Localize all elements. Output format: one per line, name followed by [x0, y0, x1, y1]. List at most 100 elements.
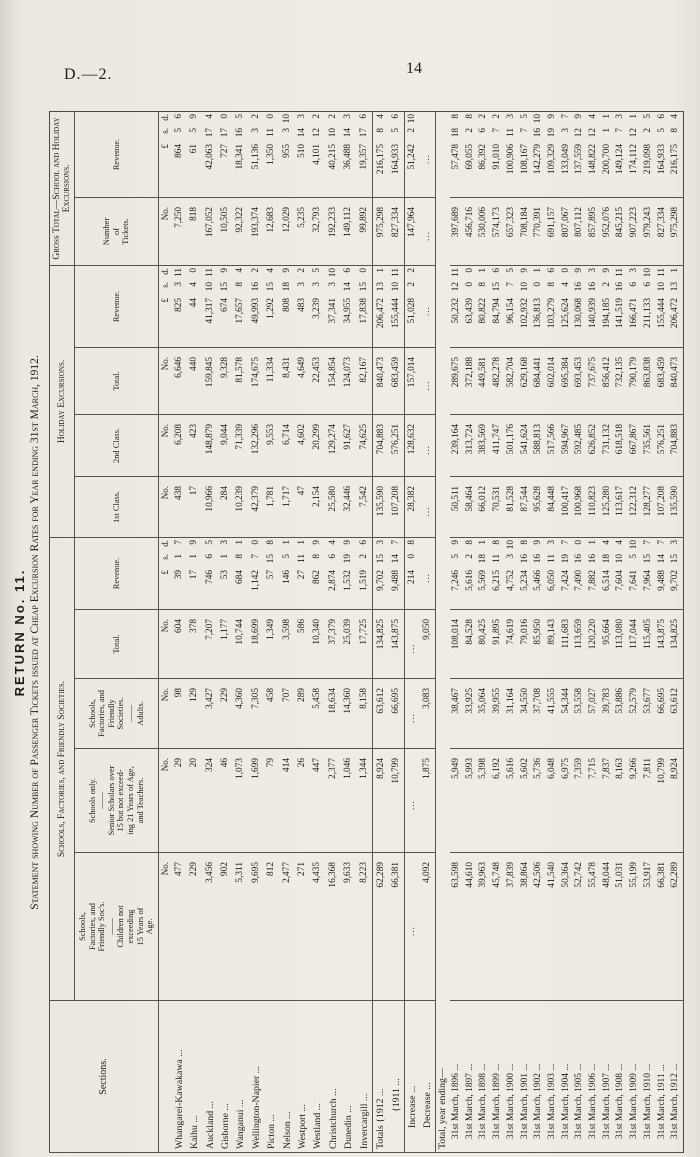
row-label: Picton ... [264, 1000, 280, 1153]
pence: 3 [588, 267, 599, 273]
cell-total_schools: 143,875 [389, 609, 405, 679]
row-label: 31st March, 1911 ... [655, 1000, 670, 1153]
table-row: Auckland ... 3,456 324 3,427 7,207 746 6 5 10,96… [202, 111, 218, 1153]
pence: 7 [391, 539, 402, 545]
cell-children: 42,506 [532, 852, 546, 1001]
unit-stub [158, 1000, 172, 1153]
money-value: 6,215 11 8 [491, 538, 505, 609]
cell-revenue_schools: 1,532 19 9 [341, 537, 357, 610]
unit-row: No. No. No. No. £ s. d. No. No. No. £ s. d. No. £ s. d. [158, 111, 172, 1153]
cell-total_holiday: 693,453 [573, 347, 588, 415]
table-row: 31st March, 1897 ... 44,610 5,993 33,925 84,… [463, 111, 478, 1153]
cell-senior_scholars: 8,924 [669, 748, 684, 853]
cell-tickets_gross: 827,334 [655, 197, 670, 266]
cell-second_class: 411,747 [491, 414, 505, 477]
cell-tickets_gross: 807,112 [573, 197, 588, 266]
cell-total_holiday: 8,431 [279, 347, 295, 415]
pounds: 684 [235, 569, 246, 584]
cell-revenue_schools: 5,466 16 9 [532, 537, 546, 610]
row-label: 31st March, 1908 ... [614, 1000, 629, 1153]
cell-revenue_schools: 9,488 14 7 [655, 537, 670, 610]
cell-adults: 14,360 [341, 678, 357, 749]
money-value: 164,933 5 6 [389, 112, 404, 197]
pounds: £ [160, 297, 171, 303]
cell-first_class: 10,966 [202, 476, 218, 538]
money-value: 200,700 1 1 [601, 112, 615, 197]
cell-children: 8,223 [356, 852, 373, 1001]
cell-second_class: 588,813 [532, 414, 546, 477]
pounds: 5,234 [519, 569, 530, 591]
pounds: 727 [219, 143, 230, 158]
money-value: 684 8 1 [233, 538, 248, 609]
cell-senior_scholars: 10,799 [655, 748, 670, 853]
cell-first_class: 135,590 [669, 476, 684, 538]
shillings: 5 [629, 553, 640, 559]
row-label: Whangarei-Kawakawa ... [171, 1000, 188, 1153]
cell-senior_scholars: 20 [187, 748, 203, 853]
shillings: 3 [312, 281, 323, 287]
money-value: 108,167 7 5 [519, 112, 533, 197]
cell-revenue_gross: 149,124 7 3 [614, 111, 629, 198]
cell-total_schools: 378 [187, 609, 203, 679]
cell-revenue_schools: 7,641 5 10 [628, 537, 642, 610]
cell-total_schools: 113,080 [614, 609, 629, 679]
pounds: 51,028 [407, 297, 418, 324]
cell-total_holiday: 81,578 [233, 347, 249, 415]
shillings: 7 [615, 127, 626, 133]
pence: 0 [574, 539, 585, 545]
money-value: 41,317 10 11 [203, 266, 218, 347]
cell-senior_scholars: 5,736 [532, 748, 546, 853]
pounds: 49,993 [250, 297, 261, 324]
cell-second_class: 576,251 [655, 414, 670, 477]
cell-children: 45,748 [491, 852, 505, 1001]
cell-revenue_gross: 91,010 7 2 [491, 111, 505, 198]
table-row: 31st March, 1912 ... 62,289 8,924 63,612 134… [669, 111, 684, 1153]
cell-adults: 98 [171, 678, 188, 749]
pounds: 5,616 [464, 569, 475, 591]
cell-first_class: 32,446 [341, 476, 357, 538]
pence: 6 [492, 267, 503, 273]
cell-revenue_holiday: 1,292 15 4 [264, 265, 280, 348]
pounds: 9,702 [670, 569, 681, 591]
cell-revenue_schools: 1,519 2 6 [356, 537, 373, 610]
pence: 9 [189, 113, 200, 119]
pounds: 862 [312, 569, 323, 584]
cell-second_class: 6,714 [279, 414, 295, 477]
cell-revenue_gross: 18,341 16 5 [233, 111, 249, 198]
pence: 1 [281, 539, 292, 545]
money-value: 5,616 2 8 [464, 538, 478, 609]
money-value: 136,813 0 1 [532, 266, 546, 347]
pence: 10 [407, 113, 418, 124]
table-row: 31st March, 1899 ... 45,748 6,192 39,955 91,… [491, 111, 505, 1153]
cell-revenue_gross: 164,933 5 6 [389, 111, 405, 198]
money-value: 9,488 14 7 [389, 538, 404, 609]
cell-children: 41,540 [545, 852, 560, 1001]
shillings: 12 [574, 127, 585, 138]
cell-first_class: 135,590 [372, 476, 390, 538]
money-value: 125,624 4 0 [560, 266, 574, 347]
shillings: 12 [629, 127, 640, 138]
table-row: Picton ... 812 79 458 1,349 57 15 8 1,781 9,553 11… [264, 111, 280, 1153]
cell-revenue_schools: 214 0 8 [404, 537, 421, 610]
cell-tickets_gross: 12,683 [264, 197, 280, 266]
row-label: 31st March, 1901 ... [518, 1000, 533, 1153]
shillings: 18 [601, 553, 612, 564]
pounds: 27 [297, 569, 307, 580]
cell-revenue_gross: 216,175 8 4 [372, 111, 390, 198]
cell-total_schools: 120,220 [587, 609, 601, 679]
money-value: 40,215 10 2 [326, 112, 341, 197]
shillings: 15 [670, 553, 681, 564]
shillings: 16 [588, 553, 599, 564]
cell-children: 229 [187, 852, 203, 1001]
table-row: 31st March, 1911 ... 66,381 10,799 66,695 14… [655, 111, 670, 1153]
shillings: 5 [451, 553, 462, 559]
cell-first_class: 42,379 [248, 476, 265, 538]
cell-revenue_schools: 746 6 5 [202, 537, 218, 610]
cell-revenue_schools: 9,702 15 3 [669, 537, 684, 610]
row-label: 31st March, 1909 ... [628, 1000, 642, 1153]
cell-revenue_gross: 142,279 16 10 [532, 111, 546, 198]
group-header-1: Holiday Excursions. [49, 265, 75, 538]
pounds: 103,279 [546, 297, 557, 329]
money-value: 63,439 0 0 [464, 266, 478, 347]
cell-senior_scholars: 79 [264, 748, 280, 853]
